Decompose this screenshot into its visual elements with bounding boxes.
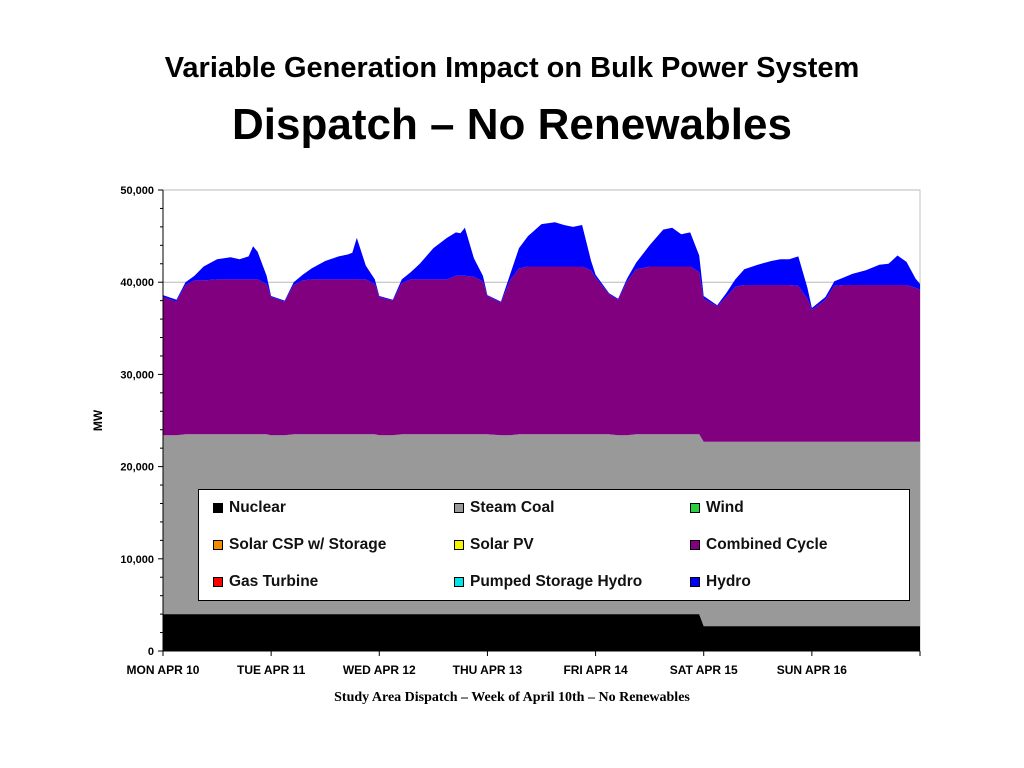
legend-item-hydro: Hydro <box>690 572 751 592</box>
dispatch-stacked-area-chart: 0 10,000 20,000 30,000 40,000 50,000 MON APR 1… <box>91 185 921 677</box>
legend-swatch <box>454 540 464 550</box>
legend-label: Hydro <box>706 573 751 590</box>
y-tick-label: 10,000 <box>120 554 154 566</box>
area-nuclear <box>163 614 920 651</box>
legend-label: Steam Coal <box>470 499 555 516</box>
axis-layer: 0 10,000 20,000 30,000 40,000 50,000 MON APR 1… <box>120 185 921 677</box>
y-tick-label: 30,000 <box>120 369 154 381</box>
x-tick-label: SAT APR 15 <box>670 663 738 677</box>
legend-label: Pumped Storage Hydro <box>470 573 643 590</box>
legend-item-combined-cycle: Combined Cycle <box>690 535 827 555</box>
legend-item-solar-csp-w-storage: Solar CSP w/ Storage <box>213 535 386 555</box>
slide-title-line2: Dispatch – No Renewables <box>232 100 792 149</box>
legend-item-pumped-storage-hydro: Pumped Storage Hydro <box>454 572 642 592</box>
legend-swatch <box>213 577 223 587</box>
legend-item-solar-pv: Solar PV <box>454 535 534 555</box>
legend-item-wind: Wind <box>690 498 744 518</box>
y-tick-label: 0 <box>148 646 154 658</box>
slide-title-line1: Variable Generation Impact on Bulk Power… <box>164 52 860 84</box>
legend-swatch <box>690 577 700 587</box>
chart-caption: Study Area Dispatch – Week of April 10th… <box>334 690 690 705</box>
legend-swatch <box>213 540 223 550</box>
legend-label: Combined Cycle <box>706 536 828 553</box>
legend-item-nuclear: Nuclear <box>213 498 286 518</box>
legend-swatch <box>213 503 223 513</box>
x-tick-label: TUE APR 11 <box>237 663 306 677</box>
area-combined-cycle <box>163 266 920 442</box>
legend-label: Wind <box>706 499 744 516</box>
legend-label: Solar PV <box>470 536 534 553</box>
x-tick-label: THU APR 13 <box>453 663 523 677</box>
area-hydro <box>163 222 920 310</box>
legend-item-gas-turbine: Gas Turbine <box>213 572 318 592</box>
legend-swatch <box>454 577 464 587</box>
legend-swatch <box>690 503 700 513</box>
legend-label: Nuclear <box>229 499 286 516</box>
y-tick-label: 40,000 <box>120 277 154 289</box>
x-tick-label: WED APR 12 <box>343 663 416 677</box>
y-tick-label: 50,000 <box>120 185 154 197</box>
legend-item-steam-coal: Steam Coal <box>454 498 554 518</box>
x-tick-label: FRI APR 14 <box>563 663 628 677</box>
legend-swatch <box>690 540 700 550</box>
chart-legend: Nuclear Steam Coal Wind Solar CSP w/ Storag… <box>198 489 910 601</box>
x-tick-label: SUN APR 16 <box>777 663 848 677</box>
legend-swatch <box>454 503 464 513</box>
x-tick-label: MON APR 10 <box>127 663 200 677</box>
y-axis-label: MW <box>91 409 105 431</box>
y-tick-label: 20,000 <box>120 462 154 474</box>
legend-label: Solar CSP w/ Storage <box>229 536 387 553</box>
legend-label: Gas Turbine <box>229 573 319 590</box>
